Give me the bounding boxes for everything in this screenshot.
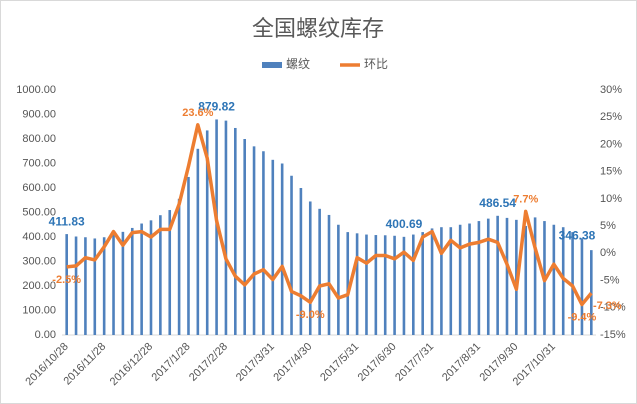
y-tick-label: 800.00 bbox=[22, 133, 56, 145]
bar bbox=[561, 227, 565, 335]
bar bbox=[252, 146, 256, 335]
bar bbox=[140, 223, 143, 335]
y2-tick-label: 10% bbox=[600, 193, 622, 205]
bar bbox=[121, 231, 125, 335]
bar bbox=[168, 210, 172, 335]
bar bbox=[196, 148, 200, 335]
line-value-label: -7.3% bbox=[593, 300, 622, 312]
bar bbox=[112, 233, 115, 335]
y2-tick-label: 25% bbox=[600, 111, 622, 123]
y-tick-label: 600.00 bbox=[22, 182, 56, 194]
y-tick-label: 900.00 bbox=[22, 108, 56, 120]
y2-tick-label: 30% bbox=[600, 84, 622, 96]
line-value-label: -9.4% bbox=[568, 311, 597, 323]
bar bbox=[477, 221, 481, 335]
bar bbox=[130, 227, 134, 335]
bar bbox=[571, 232, 574, 335]
bar bbox=[346, 232, 350, 335]
bar bbox=[299, 188, 303, 335]
y-tick-label: 1000.00 bbox=[16, 84, 56, 96]
bar bbox=[590, 250, 593, 335]
line-value-label: 23.6% bbox=[182, 107, 213, 119]
bar bbox=[327, 214, 331, 335]
bar bbox=[430, 228, 434, 335]
bar-value-label: 486.54 bbox=[479, 196, 516, 210]
bar bbox=[205, 130, 209, 335]
bar bbox=[177, 198, 181, 335]
y2-tick-label: -10% bbox=[600, 302, 626, 314]
bar bbox=[159, 215, 162, 335]
y2-tick-label: -5% bbox=[600, 274, 620, 286]
y2-tick-label: 15% bbox=[600, 166, 622, 178]
bar bbox=[458, 224, 462, 335]
bar-value-label: 879.82 bbox=[198, 100, 235, 114]
bar bbox=[468, 223, 471, 335]
y-tick-label: 700.00 bbox=[22, 157, 56, 169]
bar bbox=[533, 217, 537, 335]
line-value-label: -2.5% bbox=[52, 274, 81, 286]
bar bbox=[102, 237, 106, 335]
bar-value-label: 411.83 bbox=[49, 214, 85, 228]
bar bbox=[93, 238, 97, 335]
bar bbox=[318, 208, 321, 335]
bar bbox=[580, 238, 584, 335]
chart-title: 全国螺纹库存 bbox=[252, 16, 384, 41]
bar bbox=[393, 235, 396, 335]
bar bbox=[224, 120, 228, 335]
bar bbox=[243, 139, 246, 335]
legend-label: 螺纹 bbox=[286, 57, 310, 71]
y-tick-label: 0.00 bbox=[35, 329, 56, 341]
bar bbox=[524, 225, 528, 335]
y2-tick-label: 20% bbox=[600, 138, 622, 150]
bar bbox=[421, 232, 424, 335]
bar-value-label: 346.38 bbox=[559, 228, 596, 242]
line-value-label: 7.7% bbox=[513, 193, 538, 205]
bar bbox=[337, 224, 340, 335]
bar bbox=[552, 224, 556, 335]
bar bbox=[449, 227, 453, 335]
bar bbox=[355, 233, 359, 335]
legend-label: 环比 bbox=[364, 57, 388, 71]
y-tick-label: 400.00 bbox=[22, 231, 56, 243]
bar bbox=[383, 235, 387, 335]
bar bbox=[65, 234, 68, 335]
bar bbox=[149, 220, 153, 335]
bar bbox=[365, 234, 368, 335]
bar bbox=[496, 215, 499, 335]
bar bbox=[280, 163, 284, 335]
bar bbox=[374, 235, 378, 335]
bar bbox=[308, 201, 312, 335]
y2-tick-label: 0% bbox=[600, 247, 616, 259]
y2-tick-label: 5% bbox=[600, 220, 616, 232]
legend-swatch bbox=[262, 62, 282, 68]
bar bbox=[290, 175, 293, 335]
y-tick-label: 500.00 bbox=[22, 206, 56, 218]
bar bbox=[505, 217, 509, 335]
bar bbox=[234, 127, 237, 335]
bar bbox=[74, 236, 78, 335]
line bbox=[66, 123, 593, 307]
y-tick-label: 300.00 bbox=[22, 255, 56, 267]
y-tick-label: 200.00 bbox=[22, 280, 56, 292]
bar bbox=[262, 151, 265, 335]
bar bbox=[84, 237, 87, 335]
bar bbox=[187, 176, 190, 335]
bar bbox=[402, 236, 406, 335]
y2-tick-label: -15% bbox=[600, 329, 626, 341]
bar bbox=[440, 227, 443, 335]
y-tick-label: 100.00 bbox=[22, 304, 56, 316]
bar bbox=[271, 159, 275, 335]
bar bbox=[486, 218, 490, 335]
line-value-label: -9.0% bbox=[296, 309, 325, 321]
bar bbox=[412, 234, 415, 335]
bar-value-label: 400.69 bbox=[386, 217, 423, 231]
